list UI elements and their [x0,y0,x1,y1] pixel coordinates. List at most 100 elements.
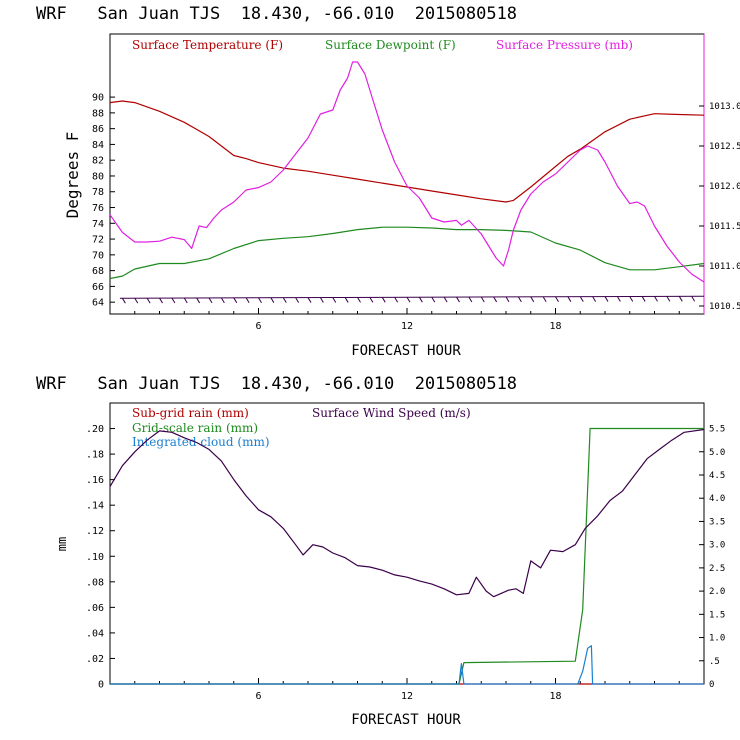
chart1-y2-tick-label-1012-0: 1012.0 [709,182,740,192]
wind-barb [171,297,176,304]
legend-surface-temperature: Surface Temperature (F) [132,38,283,52]
chart2-x-tick-label-18: 18 [549,691,561,702]
wind-barb [579,296,584,302]
legend-sub-grid-rain: Sub-grid rain (mm) [132,406,249,420]
chart2-x-tick-label-6: 6 [255,691,261,702]
chart2-y-tick-label-12: .12 [86,526,104,537]
chart2-title: WRF San Juan TJS 18.430, -66.010 2015080… [36,374,517,394]
wind-barb [616,296,621,302]
wind-barb [567,296,572,302]
series-surface-dewpoint-f-line [109,226,705,280]
chart2-y-tick-label-04: .04 [86,628,104,639]
wind-barb [282,297,287,303]
wind-barb [592,296,597,302]
wind-barb [493,296,498,303]
wind-barb [456,296,460,303]
chart1-y-tick-label-88: 88 [92,108,104,119]
chart2-y-tick-label-20: .20 [86,424,104,435]
chart1-plot-frame [109,33,705,315]
chart2-y-tick-label-0: 0 [98,680,104,691]
wind-barb [505,296,510,303]
chart1-y2-tick-label-1011-5: 1011.5 [709,222,740,232]
chart2-y-tick-label-18: .18 [86,450,104,461]
chart2-x-tick-label-12: 12 [401,691,413,702]
chart2-y2-tick-label-2-0: 2.0 [709,587,725,597]
chart2-y2-tick-label-2-5: 2.5 [709,564,725,574]
wind-barb [319,297,324,303]
series-surface-pressure-mb-line [109,61,705,283]
wind-barbs [119,295,705,304]
chart1-y-tick-label-78: 78 [92,187,104,198]
wind-barb [691,296,696,302]
chart1-y-tick-label-68: 68 [92,266,104,277]
wind-barb [678,296,683,302]
wind-barb [406,296,411,303]
wind-barb [555,296,559,302]
series-surface-temperature-f-line [109,100,705,203]
chart1-x-tick-label-6: 6 [255,321,261,332]
wind-barb [468,296,473,303]
wind-barb [220,297,225,304]
chart1-y-tick-label-90: 90 [92,93,104,104]
wind-barb [654,296,658,302]
wind-barb [530,296,535,303]
wind-barb [542,296,547,303]
chart1-x-tick-label-12: 12 [401,321,413,332]
chart1-x-tick-label-18: 18 [549,321,561,332]
series-grid-scale-rain-mm-line [110,427,704,685]
legend-surface-dewpoint: Surface Dewpoint (F) [325,38,456,52]
chart1-y-tick-label-76: 76 [92,203,104,214]
wind-barb [443,296,448,303]
chart2-y-axis-label: mm [55,537,69,551]
wind-barb [394,297,399,303]
wind-barb [431,296,436,303]
legend-grid-scale-rain: Grid-scale rain (mm) [132,421,258,435]
wind-barb [233,297,238,304]
chart1-y2-tick-label-1012-5: 1012.5 [709,142,740,152]
wind-barb [307,297,312,303]
chart1-y-tick-label-80: 80 [92,171,104,182]
wind-barb [208,297,213,304]
chart1-y-tick-label-82: 82 [92,156,104,167]
wind-barb [517,296,522,303]
chart1-y2-tick-label-1011-0: 1011.0 [709,262,740,272]
series-surface-wind-speed-m-s-line [109,428,705,598]
chart2-y2-tick-label-4-0: 4.0 [709,494,725,504]
wind-barb [270,297,275,303]
chart1-y2-tick-label-1013-0: 1013.0 [709,102,740,112]
chart2-y-tick-label-10: .10 [86,552,104,563]
wind-barb [295,297,300,303]
chart2-y-tick-label-06: .06 [86,603,104,614]
chart1-y-tick-label-72: 72 [92,235,104,246]
chart2-y2-tick-label-3-0: 3.0 [709,541,725,551]
wind-barb [258,297,262,303]
chart2-x-axis-label: FORECAST HOUR [351,712,461,728]
wind-barb [121,297,126,304]
series-integrated-cloud-mm-line [110,645,704,685]
chart2-y2-tick-label-1-5: 1.5 [709,610,725,620]
legend-surface-pressure: Surface Pressure (mb) [496,38,633,52]
chart1-y-tick-label-86: 86 [92,124,104,135]
chart2-y2-tick-label-0: 0 [709,680,714,690]
wind-barb [604,296,609,302]
wind-barb [344,297,349,303]
chart1-title: WRF San Juan TJS 18.430, -66.010 2015080… [36,4,517,24]
chart2-y-tick-label-08: .08 [86,577,104,588]
wind-barb [134,297,139,304]
chart2-y2-tick-label-5-5: 5.5 [709,425,725,435]
chart2-y-tick-label-16: .16 [86,475,104,486]
chart1-y-tick-label-74: 74 [92,219,104,230]
chart1-y2-tick-label-1010-5: 1010.5 [709,302,740,312]
chart2-y2-tick-label-3-5: 3.5 [709,517,725,527]
wind-barb [159,297,163,304]
chart2-y2-tick-label-5: .5 [709,657,720,667]
chart1-x-axis-label: FORECAST HOUR [351,343,461,359]
wind-barb [381,297,386,303]
chart2-y-tick-label-02: .02 [86,654,104,665]
wind-barb [245,297,250,304]
legend-surface-wind-speed: Surface Wind Speed (m/s) [312,406,471,420]
wind-barb [666,296,671,302]
chart1-y-axis-label: Degrees F [63,132,82,219]
chart2-y2-tick-label-4-5: 4.5 [709,471,725,481]
wind-barb [369,297,374,303]
